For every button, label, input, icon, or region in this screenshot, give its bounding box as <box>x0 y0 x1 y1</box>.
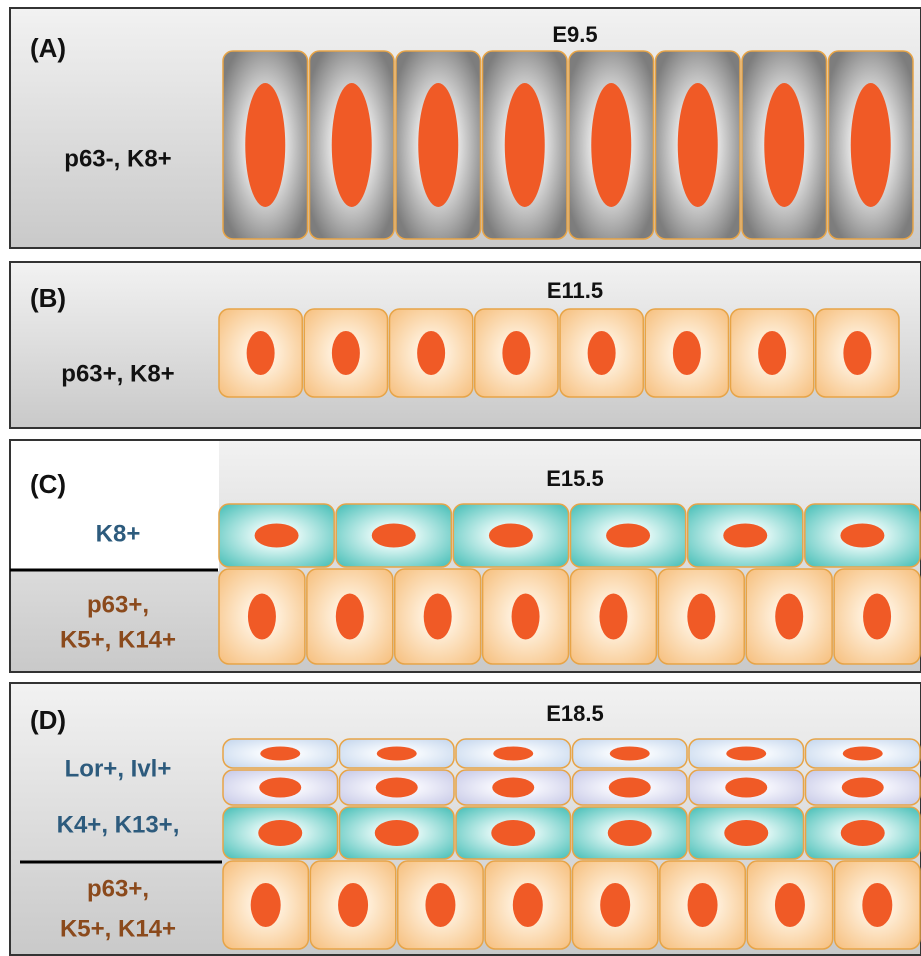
nucleus <box>725 778 767 798</box>
panel-label: (D) <box>30 705 66 735</box>
marker-label: p63+, <box>87 875 149 902</box>
nucleus <box>764 83 804 207</box>
nucleus <box>600 883 630 927</box>
nucleus <box>493 747 533 761</box>
nucleus <box>425 883 455 927</box>
nucleus <box>424 594 452 640</box>
nucleus <box>492 778 534 798</box>
panel-region <box>11 441 219 571</box>
nucleus <box>842 778 884 798</box>
nucleus <box>332 83 372 207</box>
nucleus <box>724 820 768 846</box>
nucleus <box>726 747 766 761</box>
nucleus <box>418 83 458 207</box>
nucleus <box>245 83 285 207</box>
nucleus <box>512 594 540 640</box>
panel-label: (A) <box>30 33 66 63</box>
marker-label: p63-, K8+ <box>64 145 171 172</box>
figure: (A) E9.5 p63-, K8+ (B) E11.5 p63+, K8+ (C) E15.… <box>0 0 921 956</box>
nucleus <box>599 594 627 640</box>
nucleus <box>513 883 543 927</box>
nucleus <box>258 820 302 846</box>
nucleus <box>247 331 275 375</box>
nucleus <box>505 83 545 207</box>
nucleus <box>678 83 718 207</box>
nucleus <box>606 524 650 548</box>
nucleus <box>723 524 767 548</box>
nucleus <box>687 594 715 640</box>
nucleus <box>260 747 300 761</box>
nucleus <box>251 883 281 927</box>
nucleus <box>863 594 891 640</box>
nucleus <box>841 820 885 846</box>
nucleus <box>851 83 891 207</box>
nucleus <box>491 820 535 846</box>
nucleus <box>775 594 803 640</box>
nucleus <box>609 778 651 798</box>
nucleus <box>688 883 718 927</box>
nucleus <box>502 331 530 375</box>
nucleus <box>673 331 701 375</box>
nucleus <box>332 331 360 375</box>
stage-label: E9.5 <box>552 22 597 47</box>
marker-label: K4+, K13+, <box>57 811 180 838</box>
nucleus <box>608 820 652 846</box>
marker-label: K8+ <box>96 520 141 547</box>
nucleus <box>255 524 299 548</box>
panel: (B) E11.5 p63+, K8+ <box>10 262 921 428</box>
nucleus <box>610 747 650 761</box>
nucleus <box>862 883 892 927</box>
nucleus <box>775 883 805 927</box>
nucleus <box>591 83 631 207</box>
nucleus <box>372 524 416 548</box>
stage-label: E11.5 <box>547 278 603 303</box>
marker-label: p63+, <box>87 591 149 618</box>
nucleus <box>758 331 786 375</box>
nucleus <box>843 331 871 375</box>
nucleus <box>259 778 301 798</box>
nucleus <box>336 594 364 640</box>
nucleus <box>375 820 419 846</box>
nucleus <box>843 747 883 761</box>
marker-label: p63+, K8+ <box>61 360 174 387</box>
nucleus <box>248 594 276 640</box>
stage-label: E15.5 <box>546 466 604 491</box>
nucleus <box>840 524 884 548</box>
nucleus <box>588 331 616 375</box>
marker-label: Lor+, Ivl+ <box>65 755 172 782</box>
nucleus <box>417 331 445 375</box>
marker-label: K5+, K14+ <box>60 626 176 653</box>
panel-label: (C) <box>30 469 66 499</box>
panel: (C) E15.5 K8+ p63+, K5+, K14+ <box>10 440 921 672</box>
nucleus <box>376 778 418 798</box>
nucleus <box>489 524 533 548</box>
marker-label: K5+, K14+ <box>60 915 176 942</box>
panel-label: (B) <box>30 283 66 313</box>
panel: (A) E9.5 p63-, K8+ <box>10 8 921 248</box>
nucleus <box>338 883 368 927</box>
stage-label: E18.5 <box>546 701 604 726</box>
panel: (D) E18.5 Lor+, Ivl+ K4+, K13+, p63+, K5+, K1… <box>10 683 921 955</box>
nucleus <box>377 747 417 761</box>
